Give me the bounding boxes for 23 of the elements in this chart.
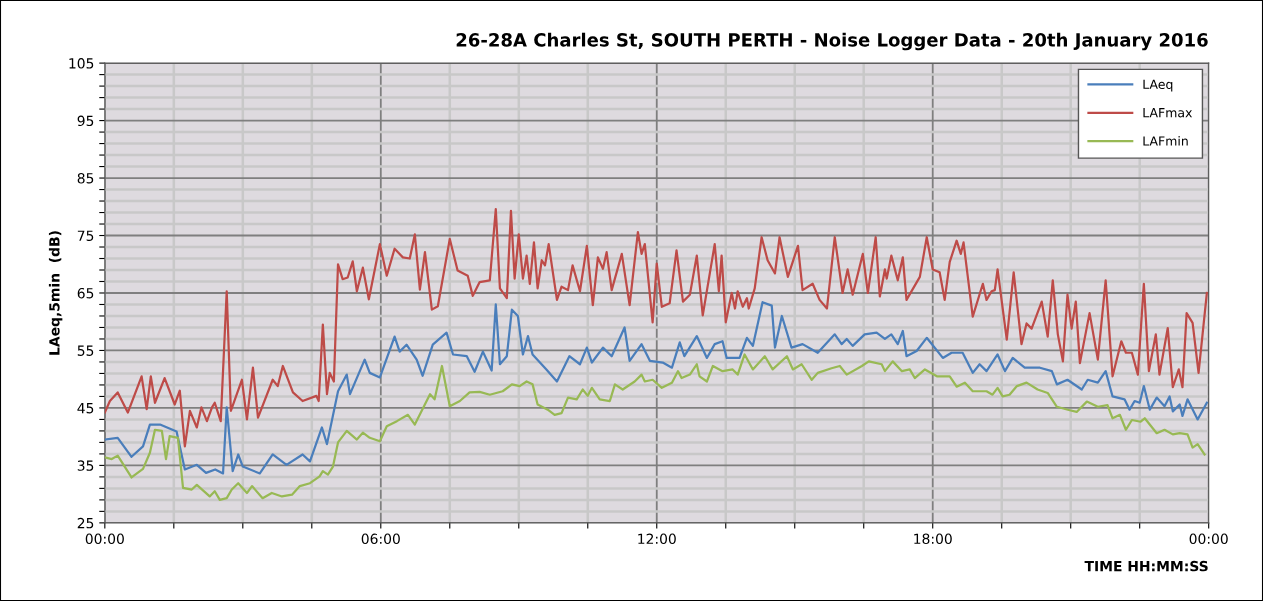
x-axis-title: TIME HH:MM:SS — [1084, 560, 1208, 572]
y-tick-label: 95 — [77, 115, 94, 127]
y-tick-label: 45 — [77, 403, 94, 414]
x-tick-label: 00:00 — [1189, 533, 1228, 545]
x-tick-label: 06:00 — [361, 533, 400, 545]
line-series — [104, 301, 1208, 475]
y-axis-title: LAeq,5min (dB) — [48, 231, 63, 355]
x-tick-label: 00:00 — [85, 533, 124, 545]
y-tick-label: 85 — [77, 173, 94, 184]
y-tick-label: 35 — [77, 460, 94, 471]
y-tick-label: 105 — [69, 58, 94, 69]
legend-label: LAFmin — [1143, 136, 1188, 146]
y-tick-label: 65 — [77, 287, 94, 299]
chart-title: 26-28A Charles St, SOUTH PERTH - Noise Logger Data - 20th January 2016 — [456, 32, 1208, 51]
line-series — [104, 207, 1208, 448]
y-tick-label: 25 — [77, 517, 94, 529]
x-tick-label: 18:00 — [914, 533, 952, 545]
y-tick-label: 75 — [77, 230, 94, 241]
legend-label: LAeq — [1143, 79, 1173, 92]
x-tick-label: 12:00 — [638, 533, 676, 545]
line-series — [104, 353, 1206, 501]
y-tick-label: 55 — [77, 345, 94, 356]
legend-label: LAFmax — [1143, 108, 1193, 118]
